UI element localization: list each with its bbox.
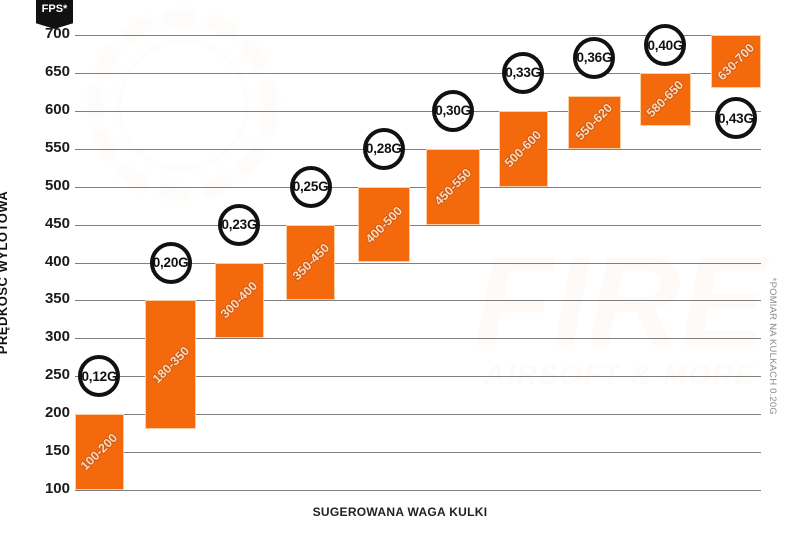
svg-text:AIRSOFT & MORE: AIRSOFT & MORE [484, 359, 756, 390]
svg-text:FIRE: FIRE [474, 230, 769, 373]
